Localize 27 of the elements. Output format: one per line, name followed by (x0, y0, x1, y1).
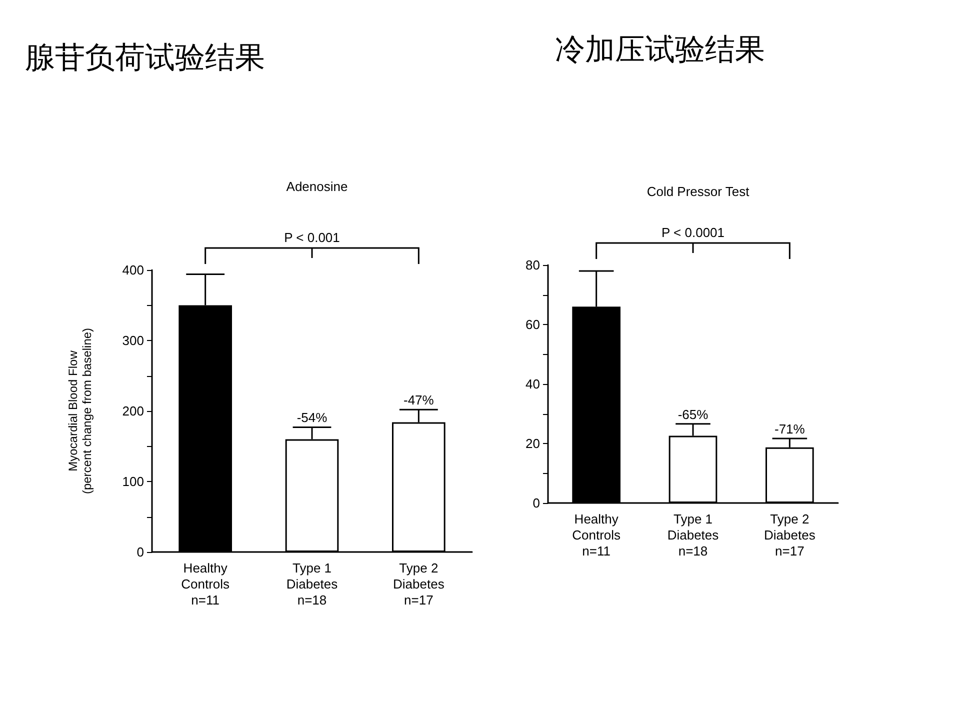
y-axis-title: Myocardial Blood Flow (percent change from baseline) (66, 328, 94, 494)
x-tick-label: Type 1 Diabetes n=18 (667, 512, 720, 558)
y-tick-label: 20 (526, 436, 540, 451)
annotation: -47% (403, 392, 434, 408)
y-tick-label: 0 (532, 496, 540, 510)
text: P < 0.0001 (661, 225, 725, 240)
annotation: -65% (678, 406, 709, 422)
y-tick-label: 80 (526, 258, 540, 272)
y-tick-label: 300 (122, 333, 144, 348)
x-tick-label: Healthy Controls n=11 (181, 560, 230, 608)
chart-subtitle: Adenosine (286, 179, 348, 194)
y-tick-label: 200 (122, 404, 144, 418)
annotation: -54% (296, 410, 328, 426)
y-tick-label: 400 (122, 262, 144, 278)
y-tick-label: 40 (526, 376, 540, 392)
x-tick-label: Healthy Controls n=11 (572, 512, 622, 558)
y-tick-label: 0 (136, 544, 144, 560)
x-tick-label: Type 1 Diabetes n=18 (286, 560, 338, 608)
y-tick-label: 60 (526, 317, 540, 332)
annotation: -71% (774, 421, 806, 436)
chart-title: 腺苷负荷试验结果 (25, 40, 265, 76)
y-tick-label: 100 (122, 474, 144, 489)
text: P < 0.001 (284, 230, 340, 245)
chart-title: 冷加压试验结果 (555, 32, 765, 68)
x-tick-label: Type 2 Diabetes n=17 (393, 560, 445, 608)
chart-subtitle: Cold Pressor Test (646, 184, 750, 199)
x-tick-label: Type 2 Diabetes n=17 (764, 512, 816, 558)
